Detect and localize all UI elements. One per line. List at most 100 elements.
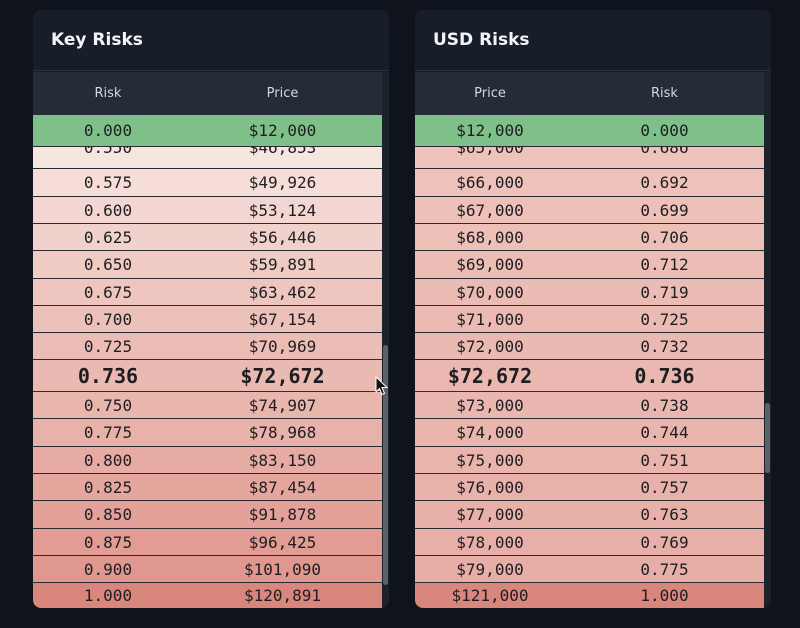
cell: 0.725: [640, 309, 689, 329]
column-header-risk[interactable]: Risk: [651, 86, 678, 101]
table-row[interactable]: 0.900 $101,090: [33, 556, 382, 583]
table-row[interactable]: $73,000 0.738: [415, 392, 764, 419]
cell: 0.732: [640, 336, 689, 356]
table-row[interactable]: $12,000 0.000: [415, 115, 764, 147]
table-row[interactable]: 0.800 $83,150: [33, 447, 382, 474]
cell: $121,000: [451, 586, 529, 605]
scrollbar-thumb[interactable]: [383, 345, 388, 585]
column-header-price[interactable]: Price: [474, 86, 506, 101]
column-header-price[interactable]: Price: [266, 86, 299, 101]
cell: $120,891: [243, 586, 322, 605]
cell: $74,000: [456, 423, 524, 442]
cell: $69,000: [456, 255, 524, 274]
table-row[interactable]: 0.575 $49,926: [33, 169, 382, 197]
cell: 0.000: [83, 121, 133, 140]
cell: $49,926: [248, 173, 317, 192]
cell: $63,462: [248, 282, 317, 302]
table-row[interactable]: 0.875 $96,425: [33, 529, 382, 556]
cell: 0.763: [640, 505, 689, 524]
cell: 0.550: [83, 147, 133, 157]
table-row[interactable]: 0.000 $12,000: [33, 115, 382, 147]
cell: $72,672: [240, 363, 325, 388]
table-row[interactable]: 0.600 $53,124: [33, 197, 382, 224]
scrollbar[interactable]: [382, 72, 389, 608]
mouse-pointer-icon: [375, 376, 389, 396]
cell: 0.600: [83, 200, 133, 220]
table-row[interactable]: 0.675 $63,462: [33, 279, 382, 306]
cell: 0.751: [640, 450, 689, 470]
usd-risks-panel: USD Risks Price Risk $12,000 0.000 $65,000…: [415, 10, 771, 608]
cell: 1.000: [640, 586, 689, 605]
cell: 0.736: [634, 363, 695, 388]
cell: 0.750: [83, 395, 133, 415]
cell: 0.625: [83, 227, 133, 247]
cell: $83,150: [248, 450, 317, 470]
table-row[interactable]: 0.775 $78,968: [33, 419, 382, 447]
cell: 0.800: [83, 450, 133, 470]
table-row[interactable]: $121,000 1.000: [415, 583, 764, 608]
cell: 0.757: [640, 477, 689, 497]
scrollbar[interactable]: [764, 72, 771, 608]
table-body: $12,000 0.000 $65,000 0.686 $66,000 0.692 $67,…: [415, 115, 764, 608]
table-row[interactable]: $66,000 0.692: [415, 169, 764, 197]
table-row[interactable]: $68,000 0.706: [415, 224, 764, 251]
cell: $91,878: [248, 505, 317, 524]
table-row[interactable]: $74,000 0.744: [415, 419, 764, 447]
cell: 0.706: [640, 227, 689, 247]
table-row[interactable]: $71,000 0.725: [415, 306, 764, 333]
cell: 0.000: [640, 121, 689, 140]
table-body: 0.000 $12,000 0.550 $46,853 0.575 $49,926 0.60…: [33, 115, 382, 608]
cell: 0.650: [83, 255, 133, 274]
table-row[interactable]: $69,000 0.712: [415, 251, 764, 279]
cell: $46,853: [248, 147, 317, 157]
table-row[interactable]: 0.750 $74,907: [33, 392, 382, 419]
cell: 0.712: [640, 255, 689, 274]
scrollbar-thumb[interactable]: [765, 403, 770, 473]
table-row[interactable]: $65,000 0.686: [415, 147, 764, 169]
table-row[interactable]: $72,672 0.736: [415, 360, 764, 392]
table-row[interactable]: $77,000 0.763: [415, 501, 764, 529]
column-header-risk[interactable]: Risk: [94, 86, 122, 101]
cell: $73,000: [456, 395, 524, 415]
table-row[interactable]: 0.850 $91,878: [33, 501, 382, 529]
cell: 0.736: [77, 363, 139, 388]
table-row[interactable]: 0.650 $59,891: [33, 251, 382, 279]
table-row[interactable]: 0.736 $72,672: [33, 360, 382, 392]
table-row[interactable]: $67,000 0.699: [415, 197, 764, 224]
table-row[interactable]: 0.825 $87,454: [33, 474, 382, 501]
table-row[interactable]: 1.000 $120,891: [33, 583, 382, 608]
cell: 0.775: [640, 559, 689, 579]
cell: $67,000: [456, 200, 524, 220]
cell: $59,891: [248, 255, 317, 274]
cell: $12,000: [248, 121, 317, 140]
cell: 0.700: [83, 309, 133, 329]
table-row[interactable]: 0.550 $46,853: [33, 147, 382, 169]
table-row[interactable]: $79,000 0.775: [415, 556, 764, 583]
cell: $79,000: [456, 559, 524, 579]
cell: 0.692: [640, 173, 689, 192]
table-row[interactable]: $70,000 0.719: [415, 279, 764, 306]
table-row[interactable]: 0.725 $70,969: [33, 333, 382, 360]
cell: 0.738: [640, 395, 689, 415]
cell: $12,000: [456, 121, 524, 140]
cell: 0.744: [640, 423, 689, 442]
table-row[interactable]: $78,000 0.769: [415, 529, 764, 556]
cell: $70,969: [248, 336, 317, 356]
cell: 0.675: [83, 282, 133, 302]
cell: $101,090: [243, 559, 322, 579]
cell: $72,672: [447, 363, 533, 388]
cell: $56,446: [248, 227, 317, 247]
cell: 0.875: [83, 532, 133, 552]
table-row[interactable]: $72,000 0.732: [415, 333, 764, 360]
cell: $78,968: [248, 423, 317, 442]
cell: $71,000: [456, 309, 524, 329]
table-row[interactable]: $76,000 0.757: [415, 474, 764, 501]
cell: $78,000: [456, 532, 524, 552]
cell: $72,000: [456, 336, 524, 356]
cell: 0.686: [640, 147, 689, 157]
table-row[interactable]: 0.625 $56,446: [33, 224, 382, 251]
table-row[interactable]: 0.700 $67,154: [33, 306, 382, 333]
cell: 0.769: [640, 532, 689, 552]
table-row[interactable]: $75,000 0.751: [415, 447, 764, 474]
cell: $75,000: [456, 450, 524, 470]
